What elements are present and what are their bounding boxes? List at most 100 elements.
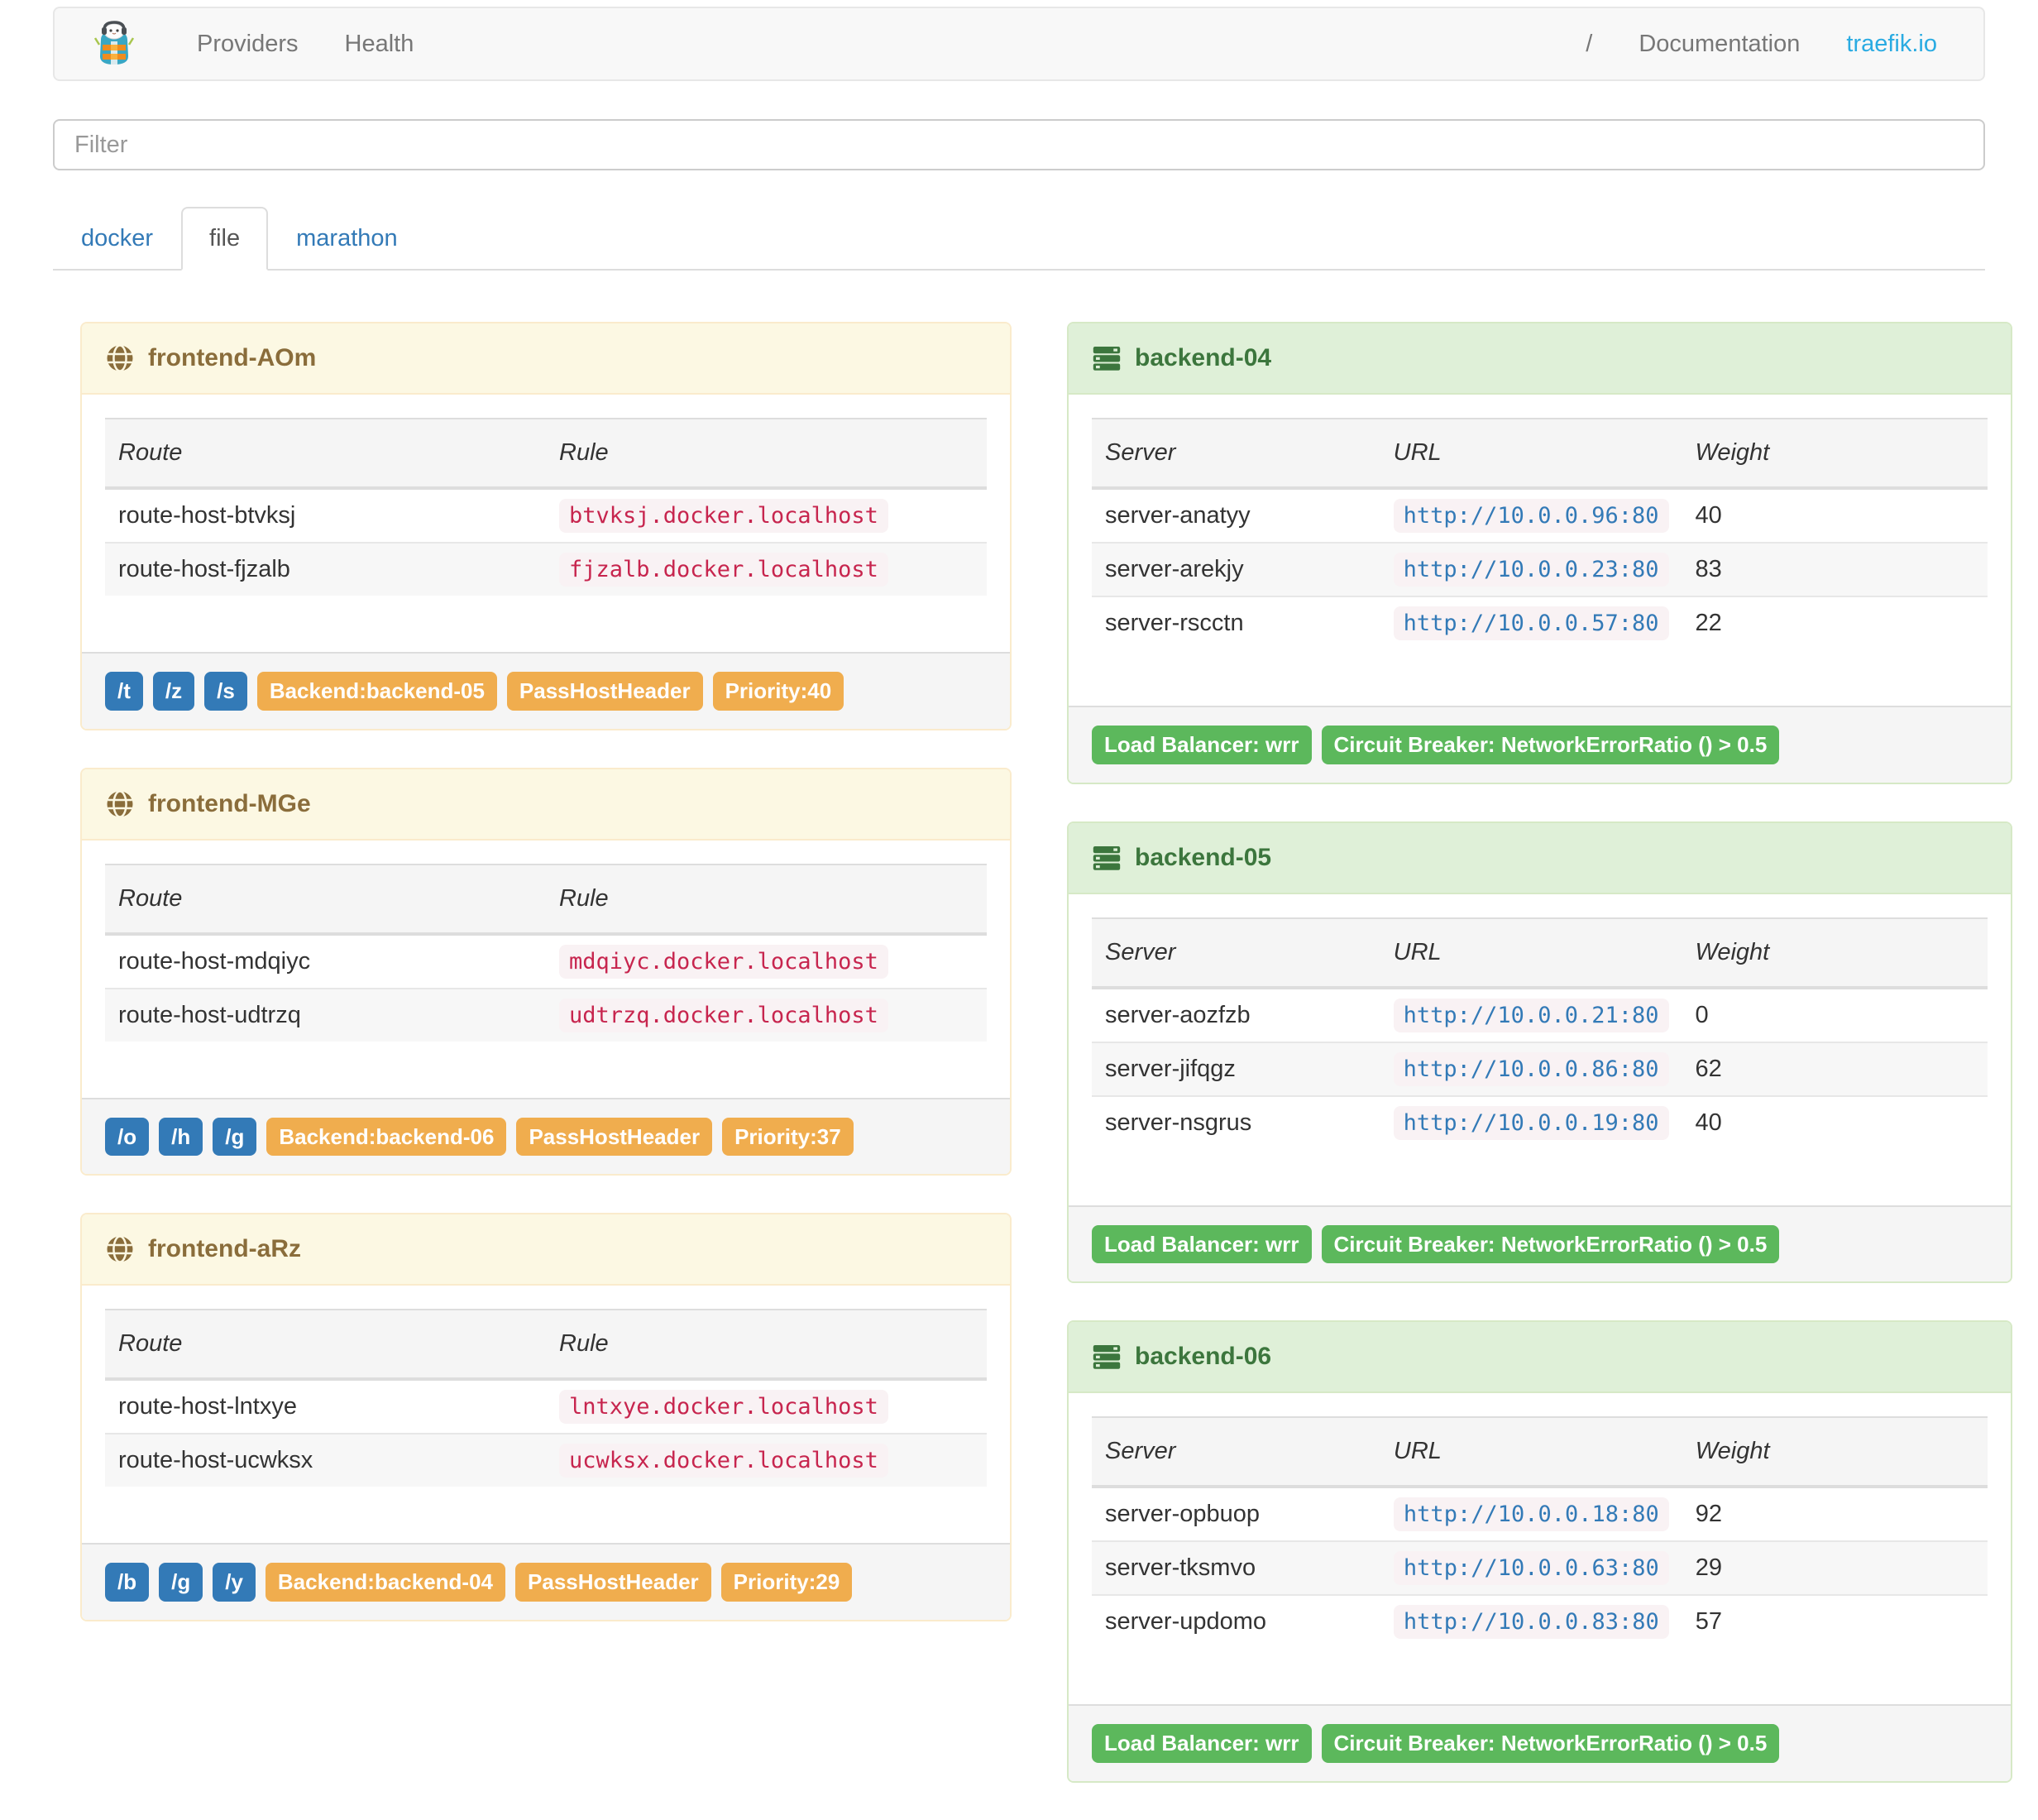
- backend-panel-footer: Load Balancer: wrr Circuit Breaker: Netw…: [1069, 1205, 2011, 1282]
- backend-badge: Backend:backend-06: [266, 1117, 507, 1157]
- load-balancer-badge: Load Balancer: wrr: [1092, 726, 1312, 764]
- table-row: server-arekjy http://10.0.0.23:80 83: [1092, 542, 1988, 596]
- tab-docker[interactable]: docker: [81, 225, 154, 251]
- path-badge: /z: [152, 672, 195, 711]
- filter-bar: [53, 119, 1985, 170]
- backend-badge: Backend:backend-05: [256, 672, 497, 711]
- table-row: server-updomo http://10.0.0.83:80 57: [1092, 1594, 1988, 1649]
- servers-table: Server URL Weight server-aozfzb http://1…: [1092, 917, 1988, 1149]
- panel-title: backend-05: [1135, 843, 1272, 871]
- frontend-panel-MGe: frontend-MGe Route Rule route-host-mdqiy…: [80, 767, 1012, 1176]
- server-name: server-nsgrus: [1092, 1094, 1380, 1149]
- column-header-url: URL: [1380, 917, 1682, 989]
- panel-body: Server URL Weight server-aozfzb http://1…: [1069, 894, 2011, 1205]
- table-row: route-host-btvksj btvksj.docker.localhos…: [105, 488, 987, 543]
- nav-health[interactable]: Health: [344, 30, 414, 57]
- table-row: server-jifqgz http://10.0.0.86:80 62: [1092, 1041, 1988, 1096]
- backends-column: backend-04 Server URL Weight server-anat…: [1067, 322, 2012, 1820]
- server-name: server-anatyy: [1105, 502, 1251, 529]
- backend-panel-footer: Load Balancer: wrr Circuit Breaker: Netw…: [1069, 706, 2011, 783]
- table-row: server-aozfzb http://10.0.0.21:80 0: [1092, 988, 1988, 1042]
- column-header-route: Route: [105, 1309, 546, 1382]
- server-url-link[interactable]: http://10.0.0.21:80: [1393, 998, 1669, 1032]
- traefik-mascot-icon: [93, 21, 135, 65]
- server-url-link[interactable]: http://10.0.0.83:80: [1393, 1605, 1669, 1640]
- tab-file[interactable]: file: [181, 207, 269, 271]
- rule-code: udtrzq.docker.localhost: [559, 998, 888, 1032]
- server-weight: 22: [1682, 596, 1988, 649]
- backend-panel-header: backend-04: [1069, 323, 2011, 395]
- routes-table: Route Rule route-host-lntxye lntxye.dock…: [105, 1309, 987, 1487]
- frontends-column: frontend-AOm Route Rule route-host-btvks…: [80, 322, 1012, 1659]
- circuit-breaker-badge: Circuit Breaker: NetworkErrorRatio () > …: [1321, 1724, 1780, 1763]
- server-weight: 83: [1682, 542, 1988, 596]
- backend-badge: Backend:backend-04: [265, 1563, 506, 1602]
- server-url-link[interactable]: http://10.0.0.86:80: [1393, 1051, 1669, 1086]
- passhostheader-badge: PassHostHeader: [516, 1117, 713, 1157]
- server-url-link[interactable]: http://10.0.0.96:80: [1393, 499, 1669, 533]
- server-url-link[interactable]: http://10.0.0.63:80: [1393, 1551, 1669, 1586]
- server-icon: [1092, 343, 1122, 373]
- server-weight: 0: [1695, 1001, 1709, 1028]
- panel-body: Route Rule route-host-lntxye lntxye.dock…: [82, 1286, 1010, 1543]
- server-name: server-arekjy: [1092, 542, 1380, 596]
- table-row: route-host-ucwksx ucwksx.docker.localhos…: [105, 1433, 987, 1487]
- tab-marathon[interactable]: marathon: [296, 225, 398, 251]
- backend-panel-header: backend-05: [1069, 822, 2011, 894]
- server-name: server-aozfzb: [1105, 1001, 1251, 1028]
- path-badge: /y: [213, 1563, 256, 1602]
- load-balancer-badge: Load Balancer: wrr: [1092, 1224, 1312, 1264]
- column-header-weight: Weight: [1682, 418, 1988, 490]
- frontend-panel-footer: /b /g /y Backend:backend-04 PassHostHead…: [82, 1543, 1010, 1620]
- priority-badge: Priority:29: [720, 1563, 853, 1602]
- passhostheader-badge: PassHostHeader: [515, 1563, 711, 1602]
- server-name: server-rscctn: [1092, 596, 1380, 649]
- table-row: server-opbuop http://10.0.0.18:80 92: [1092, 1487, 1988, 1541]
- rule-code: fjzalb.docker.localhost: [559, 553, 888, 587]
- table-row: route-host-fjzalb fjzalb.docker.localhos…: [105, 542, 987, 596]
- route-name: route-host-lntxye: [118, 1393, 297, 1420]
- circuit-breaker-badge: Circuit Breaker: NetworkErrorRatio () > …: [1321, 1224, 1780, 1264]
- route-name: route-host-udtrzq: [105, 987, 546, 1042]
- nav-slash[interactable]: /: [1586, 30, 1593, 57]
- column-header-server: Server: [1092, 917, 1380, 989]
- column-header-url: URL: [1380, 418, 1682, 490]
- server-url-link[interactable]: http://10.0.0.19:80: [1393, 1105, 1669, 1140]
- backend-panel-header: backend-06: [1069, 1322, 2011, 1394]
- table-row: route-host-udtrzq udtrzq.docker.localhos…: [105, 987, 987, 1042]
- filter-input[interactable]: [53, 119, 1985, 170]
- column-header-route: Route: [105, 863, 546, 936]
- column-header-url: URL: [1380, 1416, 1682, 1489]
- server-weight: 62: [1682, 1041, 1988, 1096]
- column-header-rule: Rule: [546, 1309, 987, 1382]
- server-url-link[interactable]: http://10.0.0.57:80: [1393, 606, 1669, 640]
- priority-badge: Priority:37: [722, 1117, 854, 1157]
- frontend-panel-header: frontend-AOm: [82, 323, 1010, 395]
- nav-documentation[interactable]: Documentation: [1639, 30, 1801, 57]
- path-badge: /o: [105, 1117, 150, 1157]
- globe-icon: [105, 1234, 135, 1264]
- column-header-route: Route: [105, 418, 546, 490]
- server-url-link[interactable]: http://10.0.0.23:80: [1393, 553, 1669, 587]
- path-badge: /s: [204, 672, 247, 711]
- rule-code: ucwksx.docker.localhost: [559, 1444, 888, 1478]
- frontend-panel-aRz: frontend-aRz Route Rule route-host-lntxy…: [80, 1213, 1012, 1621]
- traefik-logo[interactable]: [93, 20, 136, 68]
- column-header-weight: Weight: [1682, 1416, 1988, 1489]
- nav-traefik-io[interactable]: traefik.io: [1846, 30, 1937, 57]
- route-name: route-host-mdqiyc: [118, 947, 311, 975]
- circuit-breaker-badge: Circuit Breaker: NetworkErrorRatio () > …: [1321, 726, 1780, 764]
- server-weight: 29: [1682, 1540, 1988, 1596]
- servers-table: Server URL Weight server-anatyy http://1…: [1092, 418, 1988, 649]
- globe-icon: [105, 343, 135, 373]
- server-name: server-opbuop: [1105, 1501, 1260, 1528]
- panel-title: frontend-MGe: [148, 789, 311, 817]
- frontend-panel-header: frontend-MGe: [82, 769, 1010, 841]
- nav-providers[interactable]: Providers: [197, 30, 299, 57]
- column-header-rule: Rule: [546, 863, 987, 936]
- routes-table: Route Rule route-host-mdqiyc mdqiyc.dock…: [105, 863, 987, 1042]
- server-weight: 57: [1682, 1594, 1988, 1649]
- server-icon: [1092, 1342, 1122, 1372]
- rule-code: btvksj.docker.localhost: [559, 499, 888, 533]
- server-url-link[interactable]: http://10.0.0.18:80: [1393, 1497, 1669, 1532]
